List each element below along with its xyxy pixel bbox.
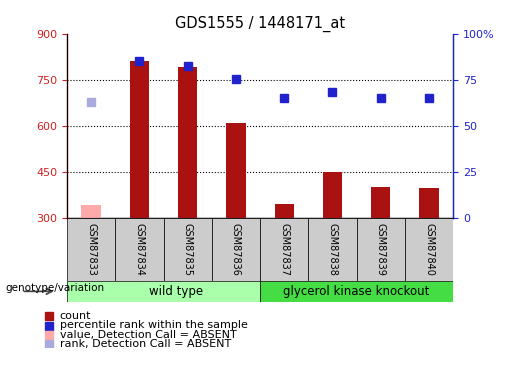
Text: GSM87837: GSM87837 <box>279 223 289 276</box>
Text: GSM87835: GSM87835 <box>183 223 193 276</box>
Bar <box>212 217 260 281</box>
Bar <box>323 172 342 217</box>
Bar <box>260 281 453 302</box>
Bar <box>274 204 294 218</box>
Bar <box>371 187 390 218</box>
Text: GSM87839: GSM87839 <box>376 223 386 276</box>
Bar <box>226 123 246 218</box>
Title: GDS1555 / 1448171_at: GDS1555 / 1448171_at <box>175 16 345 32</box>
Text: value, Detection Call = ABSENT: value, Detection Call = ABSENT <box>60 330 236 340</box>
Bar <box>115 217 163 281</box>
Bar <box>163 217 212 281</box>
Bar <box>405 217 453 281</box>
Bar <box>308 217 356 281</box>
Bar <box>67 217 115 281</box>
Text: GSM87836: GSM87836 <box>231 223 241 276</box>
Text: count: count <box>60 311 91 321</box>
Text: GSM87834: GSM87834 <box>134 223 144 276</box>
Text: percentile rank within the sample: percentile rank within the sample <box>60 321 248 330</box>
Text: genotype/variation: genotype/variation <box>5 283 104 293</box>
Text: wild type: wild type <box>148 285 202 298</box>
Bar <box>81 205 101 218</box>
Bar <box>356 217 405 281</box>
Bar <box>67 281 260 302</box>
Bar <box>130 62 149 217</box>
Bar <box>419 188 439 218</box>
Text: rank, Detection Call = ABSENT: rank, Detection Call = ABSENT <box>60 339 231 349</box>
Text: glycerol kinase knockout: glycerol kinase knockout <box>283 285 430 298</box>
Bar <box>260 217 308 281</box>
Text: GSM87840: GSM87840 <box>424 223 434 276</box>
Text: GSM87833: GSM87833 <box>86 223 96 276</box>
Text: GSM87838: GSM87838 <box>328 223 337 276</box>
Bar <box>178 68 197 218</box>
